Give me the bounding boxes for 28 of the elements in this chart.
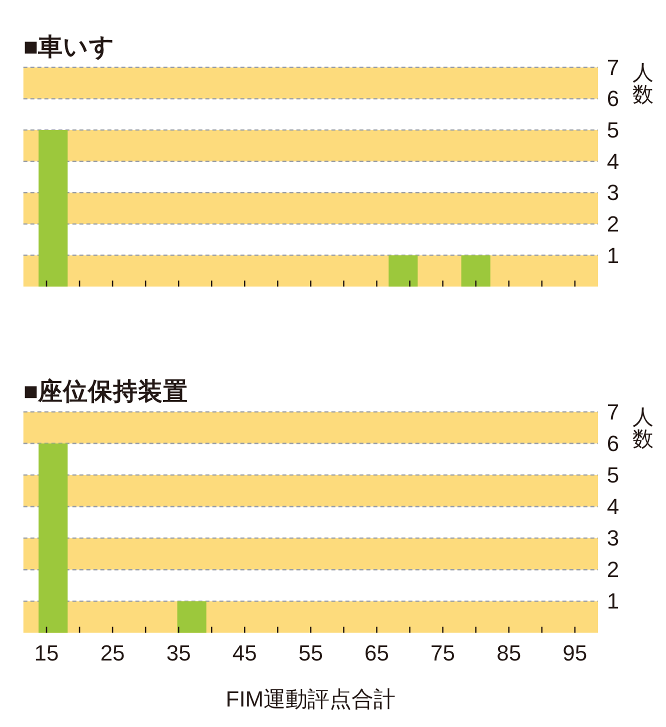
x-tick-label: 95: [562, 640, 588, 666]
y-tick-label: 1: [606, 242, 620, 268]
y-tick-label: 4: [606, 494, 620, 520]
y-tick-label: 1: [606, 588, 620, 614]
x-axis-title: FIM運動評点合計: [226, 686, 396, 712]
y-tick-label: 6: [606, 430, 620, 456]
y-tick-label: 2: [606, 557, 620, 582]
x-tick-label: 65: [364, 640, 389, 666]
y-tick-label: 7: [606, 54, 620, 80]
y-tick-label: 6: [606, 86, 620, 112]
y-tick-label: 3: [606, 526, 620, 551]
x-tick-label: 15: [34, 640, 59, 666]
y-tick-label: 5: [606, 118, 620, 143]
chart-title: ■車いす: [23, 32, 116, 61]
x-tick-label: 75: [430, 640, 456, 666]
x-tick-label: 25: [100, 640, 125, 666]
x-tick-label: 35: [166, 640, 191, 666]
chart-title: ■座位保持装置: [23, 377, 188, 406]
y-tick-label: 2: [606, 211, 620, 236]
y-tick-label: 4: [606, 148, 620, 174]
x-tick-label: 85: [496, 640, 522, 666]
x-tick-label: 45: [232, 640, 257, 666]
y-tick-label: 3: [606, 180, 620, 206]
y-axis-title: 人数: [632, 405, 654, 450]
y-tick-label: 5: [606, 462, 620, 488]
y-axis-title: 人数: [632, 60, 654, 106]
x-tick-label: 55: [298, 640, 323, 666]
y-tick-label: 7: [606, 399, 620, 424]
